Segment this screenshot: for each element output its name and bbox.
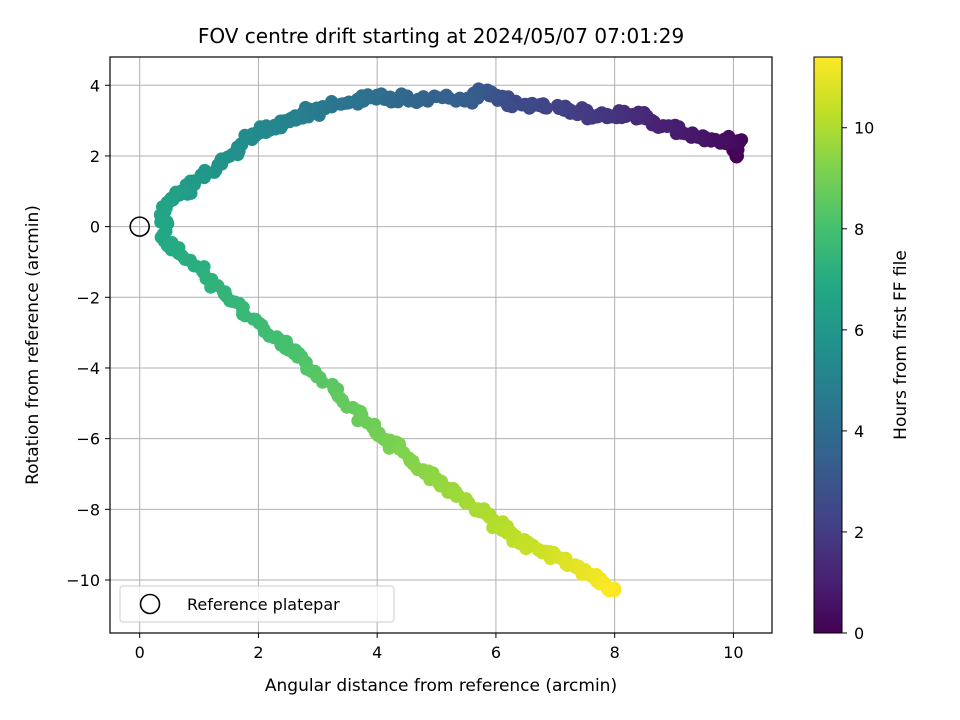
colorbar-tick-label: 2	[854, 523, 864, 542]
chart-title: FOV centre drift starting at 2024/05/07 …	[198, 24, 684, 48]
x-axis-ticks: 0 2 4 6 8 10	[135, 633, 744, 662]
scatter-point	[629, 108, 643, 122]
plot-background	[110, 57, 772, 633]
x-tick-label: 10	[723, 643, 743, 662]
x-tick-label: 4	[372, 643, 382, 662]
reference-platepar-marker	[129, 216, 150, 237]
y-tick-label: 4	[90, 76, 100, 95]
colorbar-tick-label: 10	[854, 119, 874, 138]
colorbar-label: Hours from first FF file	[891, 250, 911, 440]
legend-label: Reference platepar	[187, 595, 340, 614]
y-tick-label: 2	[90, 147, 100, 166]
scatter-point	[608, 584, 622, 598]
y-tick-label: −4	[76, 359, 100, 378]
scatter-point	[336, 97, 350, 111]
legend-marker-icon	[139, 593, 161, 615]
y-tick-label: −10	[66, 571, 100, 590]
x-tick-label: 8	[610, 643, 620, 662]
scatter-point	[160, 215, 174, 229]
scatter-point	[316, 375, 329, 389]
x-tick-label: 6	[491, 643, 501, 662]
x-tick-label: 2	[253, 643, 263, 662]
y-tick-label: −2	[76, 288, 100, 307]
legend-box	[119, 585, 395, 623]
y-axis-ticks: −10 −8 −6 −4 −2 0 2 4	[66, 76, 110, 590]
x-tick-label: 0	[135, 643, 145, 662]
y-axis-label: Rotation from reference (arcmin)	[23, 205, 43, 485]
scatter-point	[551, 98, 565, 112]
legend: Reference platepar	[119, 585, 395, 623]
plot-area	[109, 56, 773, 634]
colorbar-tick-label: 4	[854, 422, 864, 441]
y-tick-label: −8	[76, 500, 100, 519]
colorbar-tick-label: 6	[854, 321, 864, 340]
y-tick-label: −6	[76, 430, 100, 449]
x-axis-label: Angular distance from reference (arcmin)	[265, 676, 617, 696]
colorbar-gradient	[813, 56, 843, 634]
plot-frame	[109, 56, 773, 634]
colorbar: 0 2 4 6 8 10 Hours from first FF file	[813, 56, 911, 643]
y-tick-label: 0	[90, 218, 100, 237]
colorbar-tick-label: 8	[854, 220, 864, 239]
data-points	[153, 82, 749, 598]
scatter-point	[382, 441, 396, 455]
colorbar-ticks: 0 2 4 6 8 10	[842, 119, 874, 643]
scatter-point	[158, 205, 172, 219]
colorbar-tick-label: 0	[854, 624, 864, 643]
